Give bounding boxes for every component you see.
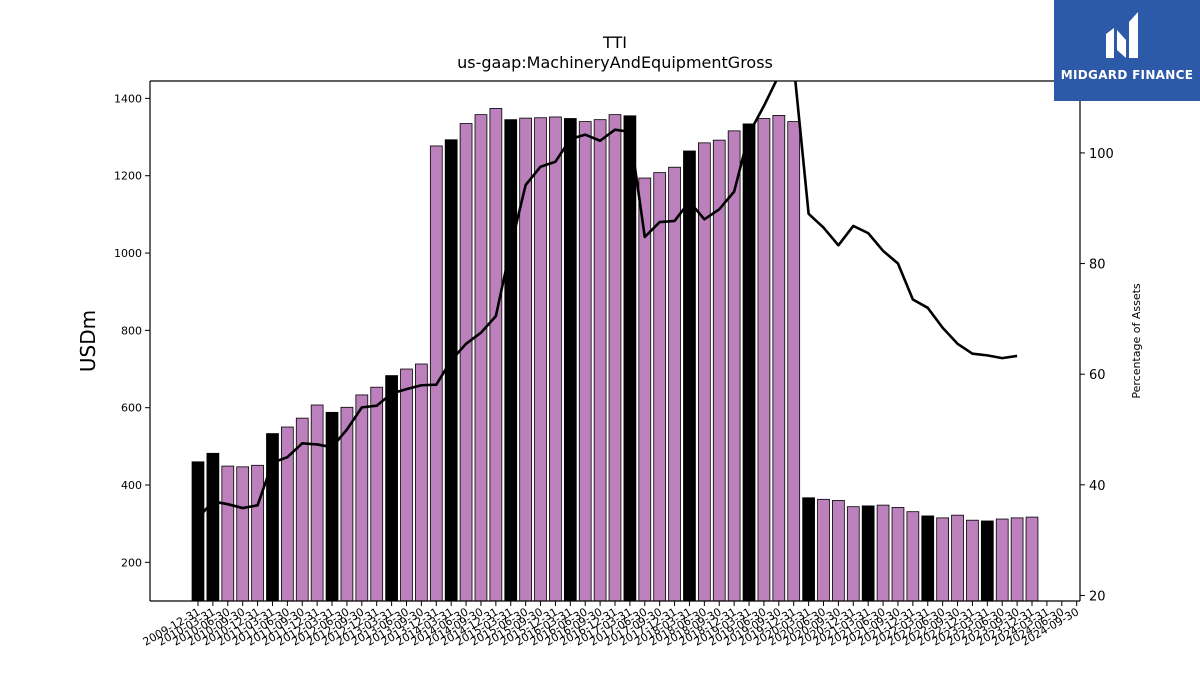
bar	[310, 404, 324, 601]
y-right-tick-label: 100	[1089, 147, 1114, 162]
y-tick-label: 600	[121, 402, 142, 415]
bar	[921, 515, 935, 601]
y-axis-right-label: Percentage of Assets	[1130, 283, 1143, 399]
bar	[251, 464, 264, 601]
percentage-line	[197, 81, 1018, 519]
bar	[980, 520, 994, 601]
bar-series	[191, 108, 1039, 601]
bar	[891, 507, 905, 601]
bar	[995, 518, 1009, 601]
bar	[712, 139, 726, 601]
bar	[534, 117, 547, 601]
bar	[593, 119, 607, 601]
bar	[638, 177, 652, 601]
bar	[727, 130, 741, 601]
bar	[787, 121, 801, 601]
bar	[385, 375, 398, 601]
bar	[236, 466, 250, 601]
bar	[489, 108, 503, 601]
y-tick-label: 800	[121, 324, 142, 337]
bar	[668, 166, 681, 601]
bar	[355, 394, 369, 601]
bar	[400, 368, 413, 601]
y-right-tick-label: 80	[1089, 258, 1106, 273]
bar	[549, 116, 562, 601]
chart-subtitle: us-gaap:MachineryAndEquipmentGross	[457, 53, 773, 72]
bar	[191, 461, 205, 601]
bar	[608, 114, 622, 601]
y-tick-label: 1200	[114, 170, 142, 183]
y-right-tick-label: 40	[1089, 479, 1106, 494]
bar	[415, 363, 428, 601]
bar	[951, 514, 964, 601]
bar	[623, 115, 637, 601]
bar	[906, 511, 920, 601]
y-tick-label: 400	[121, 479, 142, 492]
line-series	[197, 81, 1018, 519]
y-tick-label: 1000	[114, 247, 142, 260]
bar	[846, 506, 860, 601]
bar	[474, 114, 488, 601]
bar	[504, 119, 518, 601]
bar	[295, 417, 309, 601]
bar	[206, 452, 220, 601]
bar	[578, 121, 592, 601]
bar	[459, 123, 473, 601]
bar	[1025, 516, 1039, 601]
chart-title: TTI	[602, 33, 627, 52]
bar	[832, 500, 845, 601]
bar	[519, 117, 533, 601]
bar	[429, 145, 443, 601]
bar	[966, 519, 979, 601]
y-right-tick-label: 20	[1089, 589, 1106, 604]
y-tick-label: 1400	[114, 92, 142, 105]
bar	[772, 115, 786, 601]
logo-text: MIDGARD FINANCE	[1060, 68, 1194, 82]
bar	[817, 498, 830, 601]
bar	[653, 172, 667, 601]
y-right-tick-label: 60	[1089, 368, 1106, 383]
bar	[876, 504, 890, 601]
bar	[742, 123, 756, 601]
y-axis-label: USDm	[76, 310, 100, 372]
midgard-mark-icon	[1106, 12, 1138, 58]
y-tick-label: 200	[121, 556, 142, 569]
bar	[757, 118, 771, 601]
bar	[802, 497, 815, 601]
bar	[861, 505, 875, 601]
brand-logo: MIDGARD FINANCE	[1054, 0, 1200, 101]
bar	[1010, 517, 1024, 601]
bar	[266, 433, 279, 601]
bar	[563, 118, 577, 601]
bar	[683, 150, 696, 601]
bar	[698, 142, 711, 601]
bar	[936, 517, 950, 601]
bar	[221, 465, 235, 601]
bar	[370, 386, 384, 601]
bar	[444, 139, 458, 601]
axes: 200400600800100012001400204060801002009-…	[114, 80, 1114, 649]
